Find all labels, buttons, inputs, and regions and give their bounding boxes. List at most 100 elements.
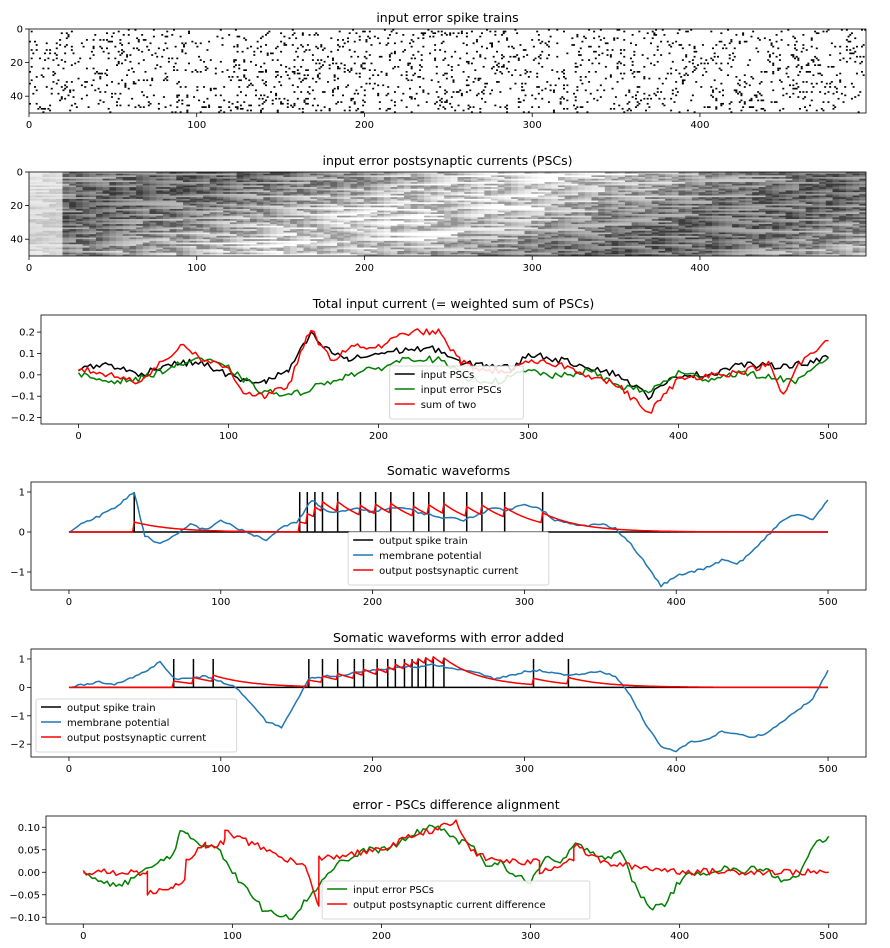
spike-cell (146, 96, 149, 98)
psc-cell (839, 212, 847, 215)
spike-cell (196, 86, 199, 88)
spike-cell (350, 55, 353, 58)
psc-cell (738, 190, 746, 193)
spike-cell (355, 109, 358, 112)
psc-cell (651, 205, 659, 208)
spike-cell (246, 86, 249, 88)
psc-cell (162, 187, 171, 190)
spike-cell (365, 40, 368, 43)
psc-cell (845, 188, 854, 191)
psc-cell (745, 175, 753, 178)
psc-cell (819, 198, 827, 201)
spike-cell (144, 39, 147, 41)
spike-cell (817, 59, 820, 61)
spike-cell (663, 104, 666, 107)
spike-cell (52, 71, 55, 73)
spike-cell (184, 42, 187, 45)
psc-cell (129, 187, 137, 190)
psc-cell (772, 208, 780, 211)
spike-cell (514, 82, 517, 85)
psc-cell (350, 182, 358, 185)
spike-cell (715, 62, 718, 65)
spike-cell (656, 87, 659, 90)
spike-cell (670, 109, 673, 112)
psc-cell (169, 183, 177, 186)
spike-cell (167, 57, 170, 60)
spike-cell (280, 64, 283, 66)
spike-cell (305, 97, 308, 100)
spike-cell (400, 74, 403, 77)
spike-cell (519, 74, 522, 77)
psc-cell (591, 178, 599, 181)
psc-cell (685, 212, 693, 215)
psc-cell (698, 172, 706, 174)
spike-cell (735, 34, 738, 36)
psc-cell (598, 210, 606, 213)
psc-cell (537, 195, 546, 198)
psc-cell (129, 212, 137, 215)
psc-cell (638, 190, 646, 193)
spike-cell (618, 60, 621, 63)
psc-cell (55, 175, 63, 178)
spike-cell (328, 67, 331, 70)
psc-cell (591, 173, 599, 176)
psc-cell (142, 200, 151, 203)
psc-cell (256, 172, 264, 174)
psc-cell (444, 173, 452, 176)
psc-cell (196, 173, 204, 176)
spike-cell (770, 44, 773, 46)
spike-cell (265, 84, 268, 87)
psc-cell (75, 173, 84, 176)
psc-cell (95, 192, 104, 195)
psc-cell (557, 200, 566, 203)
psc-cell (35, 210, 43, 213)
spike-cell (474, 77, 477, 80)
spike-cell (663, 34, 666, 36)
spike-cell (440, 101, 443, 103)
psc-cell (75, 190, 84, 193)
psc-cell (156, 177, 164, 180)
spike-cell (137, 40, 140, 43)
spike-cell (606, 49, 609, 51)
psc-cell (772, 182, 780, 185)
spike-cell (720, 104, 723, 107)
spike-cell (670, 67, 673, 70)
spike-cell (104, 72, 107, 75)
psc-cell (303, 187, 311, 190)
spike-cell (221, 44, 224, 46)
psc-cell (437, 183, 445, 186)
psc-cell (852, 202, 860, 205)
psc-cell (832, 190, 840, 193)
panel-title: input error postsynaptic currents (PSCs) (322, 153, 572, 168)
psc-cell (551, 182, 559, 185)
psc-cell (424, 203, 432, 206)
spike-cell (656, 60, 659, 63)
psc-cell (102, 203, 110, 206)
psc-cell (557, 195, 566, 198)
psc-cell (116, 183, 124, 186)
psc-cell (290, 178, 298, 181)
psc-cell (470, 212, 479, 215)
psc-cell (310, 175, 318, 178)
psc-cell (403, 185, 412, 188)
psc-cell (223, 175, 231, 178)
psc-cell (337, 185, 345, 188)
psc-cell (484, 175, 492, 178)
spike-cell (517, 106, 520, 108)
spike-cell (97, 87, 100, 90)
psc-cell (705, 208, 713, 211)
spike-cell (387, 37, 390, 40)
spike-cell (650, 62, 653, 65)
psc-cell (805, 193, 813, 196)
psc-cell (270, 172, 278, 174)
psc-cell (738, 188, 746, 191)
psc-cell (805, 208, 813, 211)
y-tick-label: 20 (10, 58, 23, 69)
psc-cell (752, 178, 760, 181)
psc-cell (243, 212, 251, 215)
psc-cell (711, 207, 720, 210)
psc-cell (651, 175, 659, 178)
psc-cell (752, 214, 760, 216)
spike-cell (767, 50, 770, 53)
psc-cell (69, 192, 77, 195)
